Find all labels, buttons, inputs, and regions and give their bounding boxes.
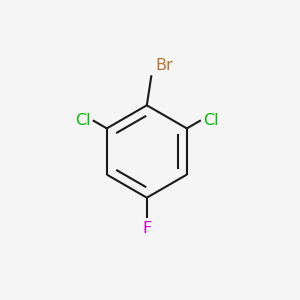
Text: Cl: Cl xyxy=(203,113,218,128)
Text: Cl: Cl xyxy=(75,113,91,128)
Text: F: F xyxy=(142,221,152,236)
Text: Br: Br xyxy=(156,58,173,74)
